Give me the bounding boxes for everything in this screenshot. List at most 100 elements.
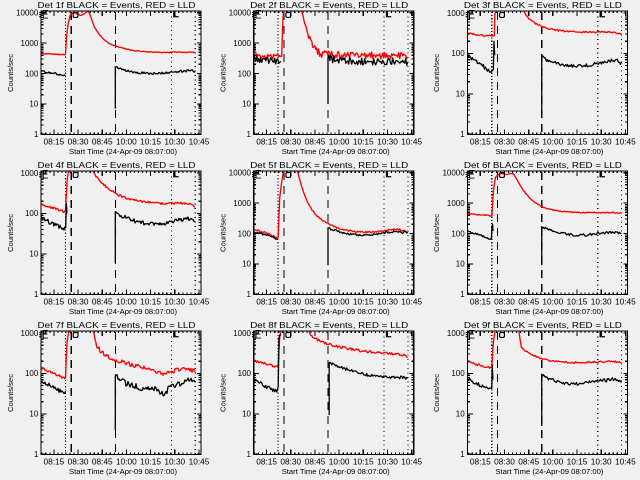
svg-text:10:15: 10:15 xyxy=(140,297,161,306)
svg-text:E: E xyxy=(255,167,262,181)
svg-text:10:45: 10:45 xyxy=(189,137,210,146)
svg-text:100: 100 xyxy=(451,369,465,378)
svg-text:10000: 10000 xyxy=(229,169,252,178)
svg-text:10:15: 10:15 xyxy=(353,457,374,466)
svg-text:100: 100 xyxy=(25,69,39,78)
svg-text:100: 100 xyxy=(451,229,465,238)
svg-text:1000: 1000 xyxy=(233,329,251,338)
svg-text:1: 1 xyxy=(34,130,39,139)
svg-text:Counts/sec: Counts/sec xyxy=(219,54,228,92)
svg-text:10:15: 10:15 xyxy=(140,137,161,146)
svg-text:10000: 10000 xyxy=(16,9,39,18)
svg-text:100: 100 xyxy=(238,69,252,78)
svg-text:08:45: 08:45 xyxy=(305,457,326,466)
svg-text:100: 100 xyxy=(238,369,252,378)
svg-text:10:45: 10:45 xyxy=(615,457,636,466)
svg-text:Counts/sec: Counts/sec xyxy=(432,374,441,412)
svg-text:Det 2f BLACK = Events, RED = L: Det 2f BLACK = Events, RED = LLD xyxy=(250,1,408,10)
svg-text:Det 1f BLACK = Events, RED = L: Det 1f BLACK = Events, RED = LLD xyxy=(38,1,196,10)
svg-text:Start Time (24-Apr-09 08:07:00: Start Time (24-Apr-09 08:07:00) xyxy=(282,147,390,156)
svg-text:Counts/sec: Counts/sec xyxy=(432,54,441,92)
svg-text:10:00: 10:00 xyxy=(542,457,563,466)
svg-text:100: 100 xyxy=(451,49,465,58)
svg-text:100: 100 xyxy=(25,369,39,378)
svg-text:1: 1 xyxy=(247,290,252,299)
svg-text:10000: 10000 xyxy=(442,169,465,178)
svg-text:10:30: 10:30 xyxy=(377,457,398,466)
svg-text:Counts/sec: Counts/sec xyxy=(6,374,15,412)
svg-text:10:30: 10:30 xyxy=(377,137,398,146)
svg-text:Start Time (24-Apr-09 08:07:00: Start Time (24-Apr-09 08:07:00) xyxy=(69,147,177,156)
svg-text:10:30: 10:30 xyxy=(591,297,612,306)
svg-text:1: 1 xyxy=(460,450,465,459)
svg-text:Counts/sec: Counts/sec xyxy=(6,214,15,252)
svg-text:1000: 1000 xyxy=(447,199,465,208)
svg-text:1: 1 xyxy=(460,290,465,299)
svg-text:Start Time (24-Apr-09 08:07:00: Start Time (24-Apr-09 08:07:00) xyxy=(495,307,603,316)
svg-text:10:15: 10:15 xyxy=(567,137,588,146)
svg-text:Det 8f BLACK = Events, RED = L: Det 8f BLACK = Events, RED = LLD xyxy=(250,321,408,330)
svg-text:08:45: 08:45 xyxy=(518,297,539,306)
svg-text:10000: 10000 xyxy=(229,9,252,18)
svg-text:10:30: 10:30 xyxy=(164,137,185,146)
svg-text:10:00: 10:00 xyxy=(116,137,137,146)
svg-text:10:45: 10:45 xyxy=(189,457,210,466)
svg-text:10:00: 10:00 xyxy=(329,297,350,306)
svg-text:1000: 1000 xyxy=(447,329,465,338)
svg-text:08:45: 08:45 xyxy=(305,137,326,146)
svg-text:Start Time (24-Apr-09 08:07:00: Start Time (24-Apr-09 08:07:00) xyxy=(282,307,390,316)
svg-text:10:30: 10:30 xyxy=(591,137,612,146)
svg-text:08:45: 08:45 xyxy=(92,457,113,466)
svg-text:08:15: 08:15 xyxy=(44,457,65,466)
svg-text:10: 10 xyxy=(456,260,465,269)
svg-text:Start Time (24-Apr-09 08:07:00: Start Time (24-Apr-09 08:07:00) xyxy=(495,467,603,476)
svg-text:08:15: 08:15 xyxy=(44,137,65,146)
svg-text:10:45: 10:45 xyxy=(615,297,636,306)
svg-text:08:30: 08:30 xyxy=(494,457,515,466)
svg-text:10: 10 xyxy=(242,410,251,419)
svg-text:1: 1 xyxy=(34,450,39,459)
svg-text:10:30: 10:30 xyxy=(164,297,185,306)
svg-text:E: E xyxy=(468,167,475,181)
svg-text:08:15: 08:15 xyxy=(256,297,277,306)
svg-text:10:45: 10:45 xyxy=(189,297,210,306)
svg-text:E: E xyxy=(255,7,262,21)
svg-text:10:45: 10:45 xyxy=(401,297,422,306)
svg-text:Counts/sec: Counts/sec xyxy=(219,214,228,252)
svg-text:10: 10 xyxy=(456,410,465,419)
svg-text:1000: 1000 xyxy=(233,199,251,208)
svg-text:10:15: 10:15 xyxy=(353,297,374,306)
svg-text:100: 100 xyxy=(25,209,39,218)
svg-text:10:00: 10:00 xyxy=(116,297,137,306)
svg-text:E: E xyxy=(42,167,49,181)
svg-text:10:45: 10:45 xyxy=(615,137,636,146)
svg-text:08:45: 08:45 xyxy=(518,457,539,466)
svg-text:10:15: 10:15 xyxy=(353,137,374,146)
svg-text:10:15: 10:15 xyxy=(567,297,588,306)
svg-text:10: 10 xyxy=(242,260,251,269)
svg-text:1000: 1000 xyxy=(21,169,39,178)
svg-text:08:30: 08:30 xyxy=(280,297,301,306)
svg-text:08:30: 08:30 xyxy=(280,457,301,466)
svg-text:10:15: 10:15 xyxy=(567,457,588,466)
svg-text:Det 4f BLACK = Events, RED = L: Det 4f BLACK = Events, RED = LLD xyxy=(38,161,196,170)
svg-text:Start Time (24-Apr-09 08:07:00: Start Time (24-Apr-09 08:07:00) xyxy=(495,147,603,156)
svg-text:1: 1 xyxy=(460,130,465,139)
svg-text:08:30: 08:30 xyxy=(494,297,515,306)
svg-text:1000: 1000 xyxy=(21,329,39,338)
svg-text:08:30: 08:30 xyxy=(68,137,89,146)
svg-text:10: 10 xyxy=(29,100,38,109)
svg-text:1: 1 xyxy=(247,130,252,139)
svg-text:1: 1 xyxy=(34,290,39,299)
svg-text:1: 1 xyxy=(247,450,252,459)
svg-text:08:30: 08:30 xyxy=(494,137,515,146)
svg-text:08:15: 08:15 xyxy=(256,137,277,146)
svg-text:10: 10 xyxy=(29,410,38,419)
svg-text:1000: 1000 xyxy=(233,39,251,48)
svg-text:Counts/sec: Counts/sec xyxy=(219,374,228,412)
svg-text:Start Time (24-Apr-09 08:07:00: Start Time (24-Apr-09 08:07:00) xyxy=(282,467,390,476)
svg-text:08:15: 08:15 xyxy=(470,297,491,306)
svg-text:08:45: 08:45 xyxy=(92,137,113,146)
svg-text:08:45: 08:45 xyxy=(305,297,326,306)
svg-text:10:30: 10:30 xyxy=(377,297,398,306)
